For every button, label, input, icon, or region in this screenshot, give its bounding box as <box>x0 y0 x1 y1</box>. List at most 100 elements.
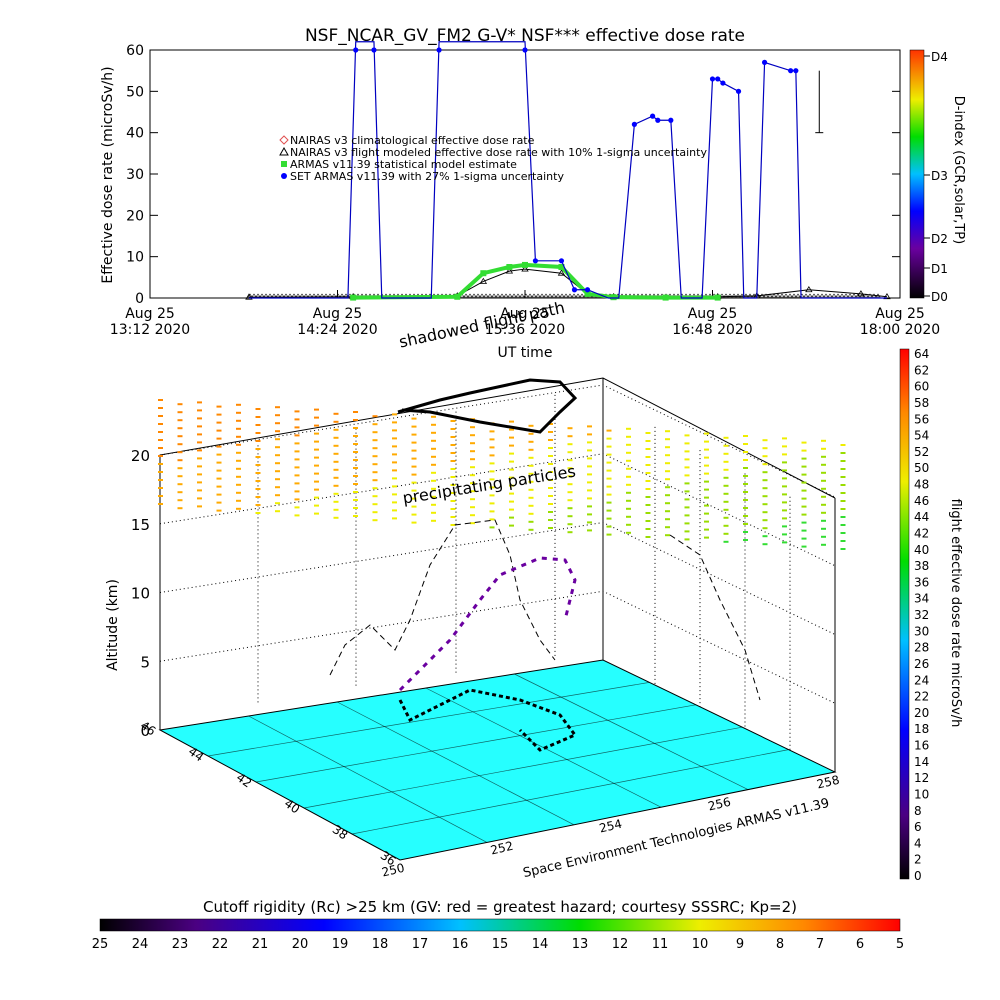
set-armas-point <box>532 258 539 264</box>
nairas-baseline-point <box>499 293 505 298</box>
nairas-baseline-point <box>491 293 497 298</box>
nairas-baseline-point <box>463 293 469 298</box>
nairas-baseline-point <box>831 293 837 298</box>
nairas-baseline-point <box>315 293 321 298</box>
set-armas-point <box>735 88 742 94</box>
floor-gridline <box>255 704 696 783</box>
set-armas-point <box>793 68 799 74</box>
nairas-baseline-point <box>771 293 777 298</box>
dose-rate-tick-label: 30 <box>914 624 929 638</box>
cutoff-tick-label: 6 <box>856 937 864 952</box>
dose-rate-tick-label: 36 <box>914 575 929 589</box>
nairas-baseline-point <box>495 293 501 298</box>
x-tick-date: Aug 25 <box>688 306 738 322</box>
nairas-baseline-point <box>723 293 729 298</box>
set-armas-point <box>761 59 768 65</box>
dose-rate-tick-label: 22 <box>914 690 929 704</box>
cutoff-tick-label: 16 <box>452 937 469 952</box>
nairas-flight-point <box>805 285 813 293</box>
nairas-baseline-point <box>299 293 305 298</box>
nairas-baseline-point <box>779 293 785 298</box>
nairas-baseline-point <box>847 293 853 298</box>
set-armas-point <box>353 47 359 53</box>
legend-symbol <box>279 146 289 156</box>
armas-model-point <box>610 294 617 301</box>
nairas-baseline-point <box>475 293 481 298</box>
nairas-baseline-point <box>775 293 781 298</box>
x-tick-time: 18:00 2020 <box>860 322 940 338</box>
cutoff-tick-label: 17 <box>412 937 429 952</box>
nairas-baseline-point <box>323 293 329 298</box>
floor-gridlines <box>207 673 789 843</box>
armas-model-point <box>454 293 461 300</box>
cutoff-tick-label: 13 <box>572 937 589 952</box>
nairas-baseline-point <box>719 293 725 298</box>
armas-model-point <box>584 290 591 297</box>
cutoff-tick-label: 15 <box>492 937 509 952</box>
dose-rate-tick-label: 38 <box>914 559 929 573</box>
cutoff-tick-label: 10 <box>692 937 709 952</box>
nairas-baseline-point <box>303 293 309 298</box>
nairas-baseline-point <box>787 293 793 298</box>
altitude-tick-label: 5 <box>140 653 150 671</box>
nairas-baseline-point <box>839 293 845 298</box>
nairas-baseline-point <box>819 293 825 298</box>
set-armas-point <box>655 117 661 123</box>
nairas-baseline-point <box>823 293 829 298</box>
cutoff-tick-label: 5 <box>896 937 904 952</box>
cutoff-tick-label: 19 <box>332 937 349 952</box>
nairas-baseline-point <box>259 293 265 298</box>
dose-rate-tick-label: 32 <box>914 608 929 622</box>
nairas-baseline-point <box>527 293 533 298</box>
cutoff-tick-label: 8 <box>776 937 784 952</box>
longitude-tick-label: 256 <box>707 795 732 814</box>
altitude-tick-label: 20 <box>131 447 150 465</box>
nairas-baseline-point <box>867 293 873 298</box>
nairas-baseline-point <box>827 293 833 298</box>
nairas-baseline-point <box>543 293 549 298</box>
floor-gridline <box>351 749 789 835</box>
cutoff-tick-label: 11 <box>652 937 669 952</box>
nairas-baseline-point <box>479 293 485 298</box>
cutoff-rigidity-title: Cutoff rigidity (Rc) >25 km (GV: red = g… <box>203 898 797 916</box>
x-tick-time: 16:48 2020 <box>672 322 752 338</box>
d-index-tick-label: D4 <box>931 50 948 64</box>
dose-rate-tick-label: 52 <box>914 445 929 459</box>
cutoff-tick-label: 7 <box>816 937 824 952</box>
d-index-ticks: D0 D1 D2 D3 D4 <box>924 50 948 304</box>
nairas-baseline-point <box>511 293 517 298</box>
legend-symbol <box>279 135 289 145</box>
dose-rate-tick-label: 60 <box>914 380 929 394</box>
armas-model-point <box>350 294 357 301</box>
nairas-flight-point <box>505 267 514 274</box>
trajectory-floor <box>398 688 578 752</box>
legend: NAIRAS v3 climatological effective dose … <box>279 134 707 183</box>
dose-rate-tick-label: 46 <box>914 494 929 508</box>
legend-label: SET ARMAS v11.39 with 27% 1-sigma uncert… <box>290 170 564 183</box>
d-index-label: D-index (GCR,solar,TP) <box>951 96 966 244</box>
y-tick-label: 10 <box>126 250 144 266</box>
nairas-baseline-point <box>471 293 477 298</box>
nairas-flight-point <box>883 292 891 300</box>
nairas-baseline-point <box>555 293 561 298</box>
nairas-baseline-point <box>547 293 553 298</box>
nairas-baseline-point <box>743 293 749 298</box>
nairas-flight-point <box>479 277 488 284</box>
set-armas-point <box>788 68 794 74</box>
legend-label: NAIRAS v3 climatological effective dose … <box>290 134 535 147</box>
nairas-baseline-point <box>735 293 741 298</box>
dose-rate-colorbar-label: flight effective dose rate microSv/h <box>948 499 963 728</box>
altitude-tick-label: 0 <box>140 722 150 740</box>
cutoff-rigidity-colorbar <box>99 918 901 932</box>
nairas-baseline-point <box>523 293 529 298</box>
cutoff-tick-label: 20 <box>292 937 309 952</box>
set-armas-point <box>631 121 637 127</box>
legend-label: ARMAS v11.39 statistical model estimate <box>290 158 517 171</box>
nairas-baseline-point <box>875 293 881 298</box>
cutoff-tick-label: 12 <box>612 937 629 952</box>
set-armas-point <box>720 80 726 86</box>
dose-rate-tick-label: 58 <box>914 396 929 410</box>
nairas-baseline-point <box>295 293 301 298</box>
dose-rate-tick-label: 0 <box>914 869 922 883</box>
